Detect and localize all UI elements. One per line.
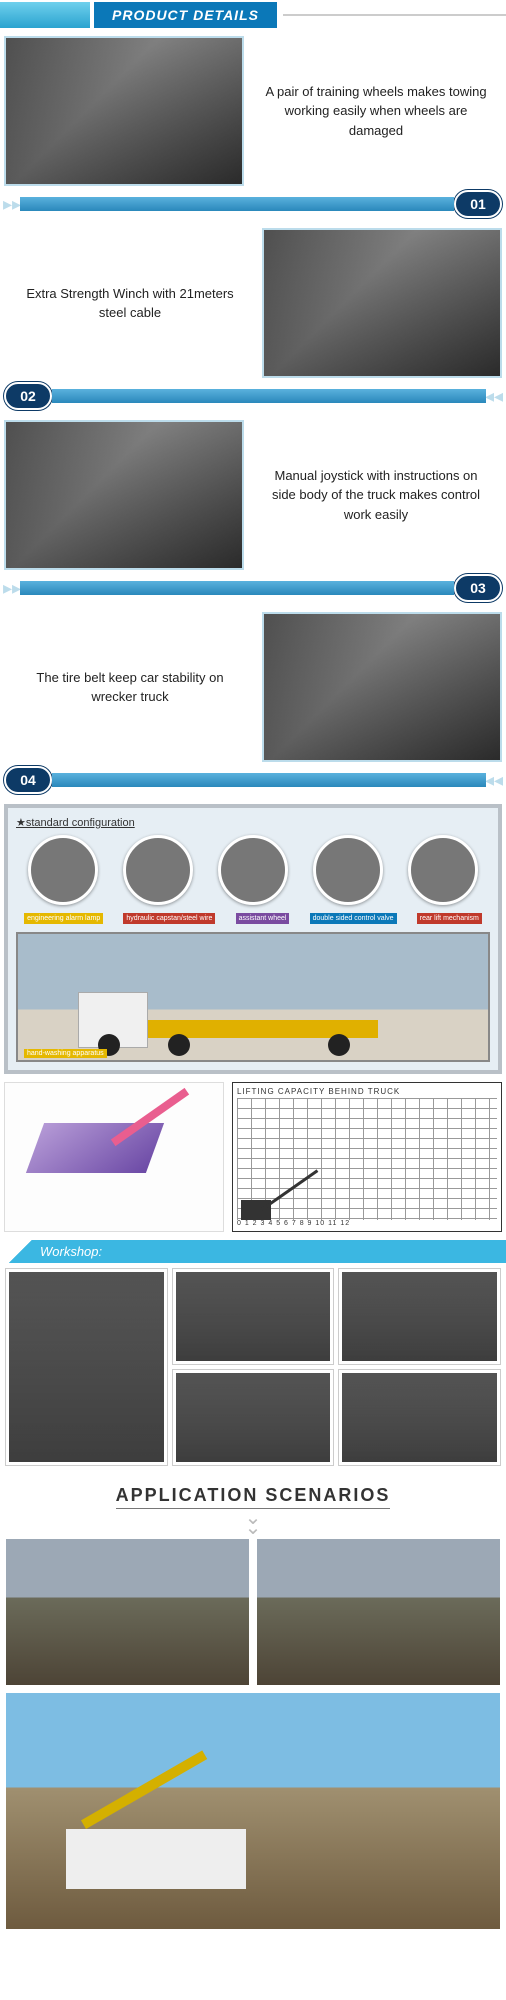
application-photo-1 [4, 1537, 251, 1687]
ribbon-bar [52, 773, 486, 787]
workshop-photo-1 [6, 1269, 167, 1465]
workshop-photo-5 [339, 1370, 500, 1465]
header-title: PRODUCT DETAILS [94, 2, 277, 28]
ribbon-bar [52, 389, 486, 403]
feature-04-text: The tire belt keep car stability on wrec… [4, 612, 256, 762]
chevron-right-icon: ◂◂ [486, 388, 502, 404]
application-photo-3 [4, 1691, 502, 1931]
config-circle-5 [408, 835, 478, 905]
header-rule [283, 14, 506, 16]
config-label-hand: hand-washing apparatus [24, 1049, 107, 1058]
config-circle-2 [123, 835, 193, 905]
chart-grid [237, 1098, 497, 1220]
feature-01-ribbon: 01 ▸▸ [4, 190, 502, 218]
chart-title: LIFTING CAPACITY BEHIND TRUCK [237, 1087, 497, 1096]
feature-04-number: 04 [4, 766, 52, 794]
config-circle-3 [218, 835, 288, 905]
config-labels: engineering alarm lamp hydraulic capstan… [16, 913, 490, 924]
feature-02: Extra Strength Winch with 21meters steel… [4, 228, 502, 378]
feature-04-photo [262, 612, 502, 762]
truck-illustration: hand-washing apparatus [16, 932, 490, 1062]
header-accent [0, 2, 90, 28]
feature-04: The tire belt keep car stability on wrec… [4, 612, 502, 762]
ribbon-bar [20, 197, 454, 211]
chart-crane-icon [241, 1200, 271, 1220]
truck-wheel-shape [168, 1034, 190, 1056]
feature-01-photo [4, 36, 244, 186]
config-circle-4 [313, 835, 383, 905]
chevron-right-icon: ◂◂ [486, 772, 502, 788]
feature-02-photo [262, 228, 502, 378]
application-photo-2 [255, 1537, 502, 1687]
feature-01: A pair of training wheels makes towing w… [4, 36, 502, 186]
feature-03: Manual joystick with instructions on sid… [4, 420, 502, 570]
ribbon-bar [20, 581, 454, 595]
config-label-1: engineering alarm lamp [24, 913, 103, 924]
truck-wheel-shape [328, 1034, 350, 1056]
application-header: APPLICATION SCENARIOS [0, 1485, 506, 1509]
workshop-photo-2 [173, 1269, 334, 1364]
feature-03-text: Manual joystick with instructions on sid… [250, 420, 502, 570]
diagrams-row: LIFTING CAPACITY BEHIND TRUCK 0 1 2 3 4 … [4, 1082, 502, 1232]
feature-03-ribbon: 03 ▸▸ [4, 574, 502, 602]
standard-configuration-diagram: ★standard configuration engineering alar… [4, 804, 502, 1074]
workshop-header: Workshop: [0, 1240, 506, 1263]
workshop-photo-4 [173, 1370, 334, 1465]
feature-03-number: 03 [454, 574, 502, 602]
chevron-left-icon: ▸▸ [4, 580, 20, 596]
feature-01-text: A pair of training wheels makes towing w… [250, 36, 502, 186]
config-title: ★standard configuration [16, 816, 490, 829]
section-header-product-details: PRODUCT DETAILS [0, 0, 506, 30]
feature-03-photo [4, 420, 244, 570]
feature-04-ribbon: 04 ◂◂ [4, 766, 502, 794]
workshop-photo-3 [339, 1269, 500, 1364]
feature-02-number: 02 [4, 382, 52, 410]
lifting-capacity-chart: LIFTING CAPACITY BEHIND TRUCK 0 1 2 3 4 … [232, 1082, 502, 1232]
config-label-2: hydraulic capstan/steel wire [123, 913, 215, 924]
feature-02-text: Extra Strength Winch with 21meters steel… [4, 228, 256, 378]
application-row-1 [4, 1537, 502, 1687]
chevron-left-icon: ▸▸ [4, 196, 20, 212]
application-title: APPLICATION SCENARIOS [116, 1485, 391, 1509]
config-circles [16, 835, 490, 905]
config-label-5: rear lift mechanism [417, 913, 482, 924]
chart-x-axis: 0 1 2 3 4 5 6 7 8 9 10 11 12 [237, 1220, 497, 1227]
chevron-down-icon: ⌄⌄ [0, 1513, 506, 1533]
config-label-4: double sided control valve [310, 913, 397, 924]
workshop-gallery [0, 1263, 506, 1471]
config-circle-1 [28, 835, 98, 905]
feature-01-number: 01 [454, 190, 502, 218]
crane-3d-diagram [4, 1082, 224, 1232]
feature-02-ribbon: 02 ◂◂ [4, 382, 502, 410]
config-label-3: assistant wheel [236, 913, 290, 924]
